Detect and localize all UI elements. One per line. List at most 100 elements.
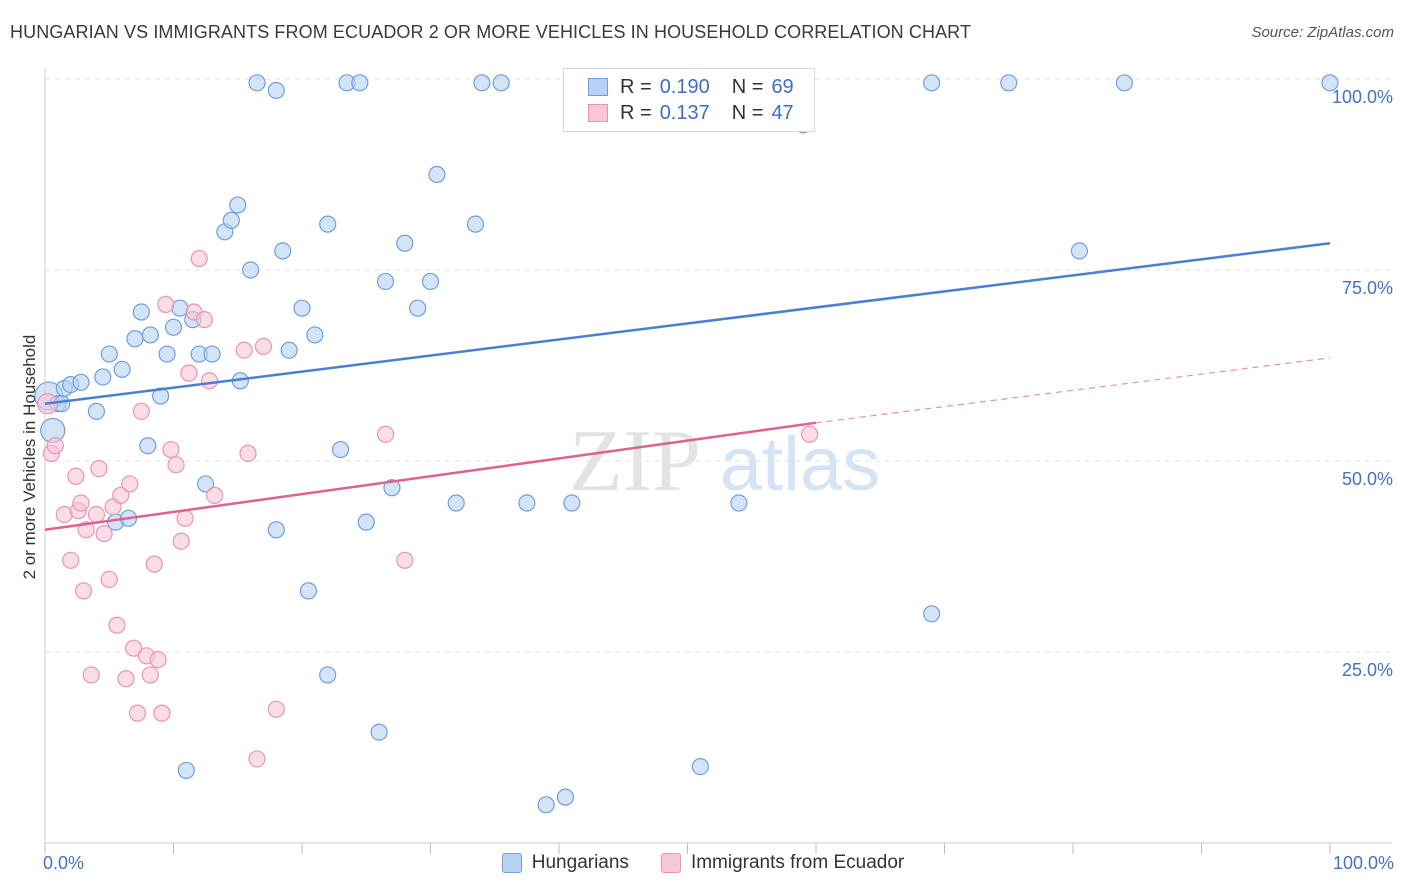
point-hungarians: [299, 582, 318, 600]
legend-r-value: 0.137: [659, 101, 710, 124]
point-ecuador: [74, 582, 93, 600]
point-hungarians: [923, 605, 941, 623]
point-ecuador: [55, 505, 73, 524]
point-hungarians: [466, 215, 485, 233]
legend-r-value: 0.190: [659, 75, 710, 98]
point-ecuador: [117, 670, 135, 688]
point-hungarians: [396, 234, 414, 252]
point-hungarians: [492, 74, 510, 92]
y-tick-label: 100.0%: [1332, 87, 1393, 107]
legend-n-label: N =: [731, 75, 764, 98]
x-tick-label-max: 100.0%: [1333, 853, 1394, 873]
point-hungarians: [319, 666, 337, 684]
point-ecuador: [67, 467, 85, 485]
point-ecuador: [72, 494, 90, 512]
legend-n-value: 47: [771, 101, 794, 124]
point-hungarians: [376, 272, 395, 291]
point-ecuador: [141, 666, 159, 684]
legend-n-value: 69: [771, 75, 794, 98]
point-hungarians: [691, 757, 709, 776]
point-hungarians: [248, 74, 266, 92]
y-tick-labels: 25.0% 50.0% 75.0% 100.0%: [1332, 87, 1393, 680]
point-ecuador: [239, 444, 257, 462]
point-ecuador: [235, 341, 253, 359]
point-ecuador: [167, 456, 185, 474]
point-ecuador: [95, 524, 113, 543]
series-legend: Hungarians Immigrants from Ecuador: [0, 852, 1406, 874]
point-hungarians: [113, 360, 131, 378]
point-ecuador: [125, 639, 143, 657]
watermark-zip: ZIP: [569, 413, 701, 510]
y-tick-label: 75.0%: [1342, 278, 1393, 298]
point-ecuador: [376, 425, 395, 443]
point-ecuador: [248, 750, 266, 768]
point-hungarians: [222, 211, 240, 229]
trend-lines: [44, 242, 1331, 531]
point-hungarians: [126, 330, 144, 348]
point-hungarians: [139, 437, 157, 455]
point-hungarians: [447, 494, 465, 512]
legend-item-ecuador[interactable]: Immigrants from Ecuador: [660, 852, 905, 874]
point-hungarians: [1070, 242, 1089, 260]
legend-row-hungarians: R = 0.190 N = 69: [588, 75, 816, 99]
point-hungarians: [730, 494, 748, 512]
point-hungarians: [518, 494, 536, 512]
y-tick-label: 25.0%: [1342, 660, 1393, 680]
point-ecuador: [82, 666, 100, 684]
point-ecuador: [200, 372, 219, 390]
point-hungarians: [563, 494, 581, 512]
legend-swatch-hungarians: [501, 853, 522, 873]
point-hungarians: [280, 341, 298, 359]
point-hungarians: [164, 318, 183, 336]
point-hungarians: [351, 74, 369, 92]
point-hungarians: [100, 345, 118, 363]
point-ecuador: [162, 440, 180, 459]
data-points: [34, 74, 1339, 814]
chart-title: HUNGARIAN VS IMMIGRANTS FROM ECUADOR 2 O…: [10, 22, 972, 42]
point-ecuador: [62, 551, 80, 569]
point-hungarians: [421, 272, 440, 291]
legend-label-hungarians: Hungarians: [531, 852, 629, 873]
point-ecuador: [206, 486, 224, 504]
point-ecuador: [172, 532, 190, 550]
point-ecuador: [100, 570, 118, 589]
point-ecuador: [112, 486, 130, 504]
point-ecuador: [254, 337, 273, 355]
point-hungarians: [1115, 74, 1134, 92]
trend-line-hungarians: [44, 242, 1331, 405]
point-ecuador: [267, 700, 285, 718]
point-hungarians: [331, 440, 350, 459]
point-ecuador: [396, 551, 414, 569]
point-hungarians: [274, 242, 292, 260]
point-hungarians: [171, 299, 189, 317]
point-ecuador: [128, 704, 147, 722]
point-hungarians: [197, 475, 215, 493]
legend-label-ecuador: Immigrants from Ecuador: [690, 852, 905, 873]
point-hungarians: [177, 761, 195, 780]
point-hungarians: [306, 326, 324, 344]
point-ecuador: [195, 311, 213, 329]
trend-line-ecuador-extension: [815, 357, 1331, 424]
point-hungarians: [1000, 74, 1018, 92]
point-hungarians: [141, 326, 159, 344]
point-hungarians: [94, 368, 112, 386]
point-hungarians: [267, 81, 285, 100]
point-hungarians: [242, 261, 260, 279]
point-hungarians: [357, 513, 375, 531]
source-label: Source: ZipAtlas.com: [1251, 24, 1394, 41]
legend-item-hungarians[interactable]: Hungarians: [501, 852, 629, 874]
point-ecuador: [145, 555, 163, 573]
point-hungarians: [537, 796, 555, 814]
point-ecuador: [800, 425, 819, 443]
watermark: ZIP atlas: [569, 413, 880, 510]
stats-legend: R = 0.190 N = 69 R = 0.137 N = 47: [563, 68, 815, 132]
point-hungarians: [132, 303, 150, 321]
point-hungarians: [229, 196, 247, 214]
point-hungarians: [428, 165, 446, 184]
x-tick-label-min: 0.0%: [43, 853, 84, 873]
point-hungarians: [1321, 74, 1339, 92]
watermark-atlas: atlas: [720, 422, 881, 507]
point-hungarians: [267, 521, 285, 539]
point-hungarians: [293, 299, 311, 317]
